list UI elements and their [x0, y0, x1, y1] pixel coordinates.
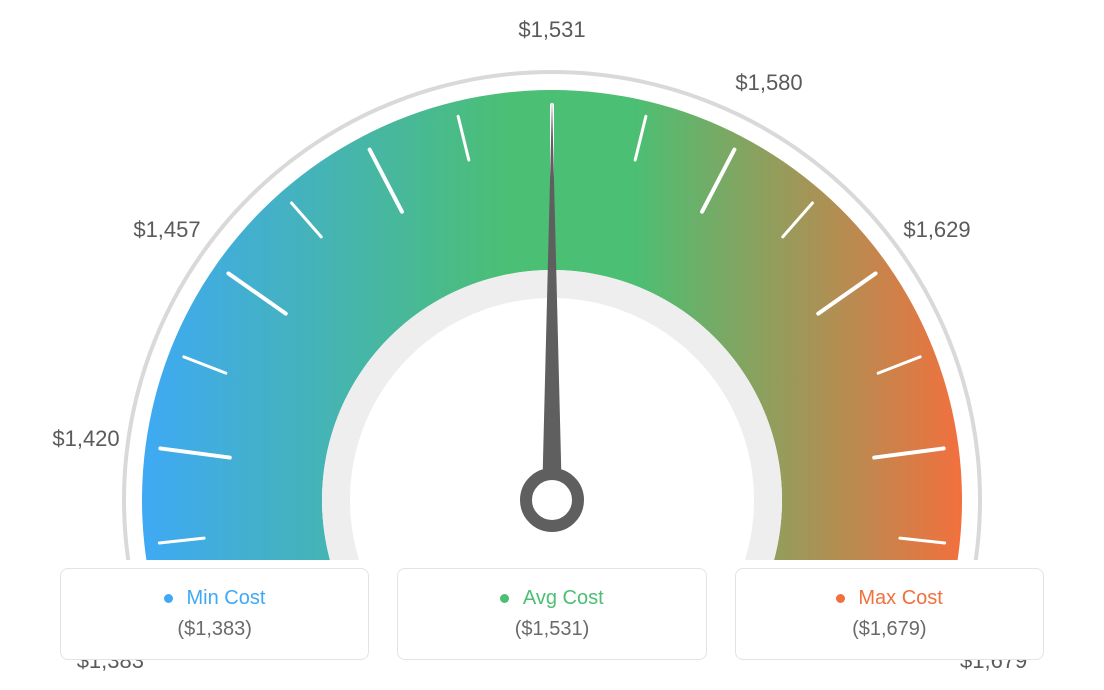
min-cost-value: ($1,383): [71, 618, 358, 641]
min-cost-header: Min Cost: [71, 587, 358, 610]
gauge-chart-container: $1,383$1,420$1,457$1,531$1,580$1,629$1,6…: [0, 0, 1104, 690]
gauge-tick-label: $1,531: [518, 17, 585, 43]
avg-cost-title: Avg Cost: [523, 587, 604, 609]
gauge-tick-label: $1,629: [903, 217, 970, 243]
min-dot-icon: [164, 594, 173, 603]
gauge-svg: [0, 0, 1104, 560]
max-cost-header: Max Cost: [746, 587, 1033, 610]
gauge-tick-label: $1,420: [52, 426, 119, 452]
max-dot-icon: [836, 594, 845, 603]
avg-dot-icon: [500, 594, 509, 603]
gauge-tick-label: $1,580: [735, 70, 802, 96]
max-cost-title: Max Cost: [858, 587, 942, 609]
avg-cost-value: ($1,531): [408, 618, 695, 641]
gauge-area: $1,383$1,420$1,457$1,531$1,580$1,629$1,6…: [0, 0, 1104, 560]
summary-cards: Min Cost ($1,383) Avg Cost ($1,531) Max …: [60, 568, 1044, 660]
min-cost-title: Min Cost: [186, 587, 265, 609]
avg-cost-card: Avg Cost ($1,531): [397, 568, 706, 660]
max-cost-value: ($1,679): [746, 618, 1033, 641]
avg-cost-header: Avg Cost: [408, 587, 695, 610]
max-cost-card: Max Cost ($1,679): [735, 568, 1044, 660]
min-cost-card: Min Cost ($1,383): [60, 568, 369, 660]
gauge-tick-label: $1,457: [133, 217, 200, 243]
